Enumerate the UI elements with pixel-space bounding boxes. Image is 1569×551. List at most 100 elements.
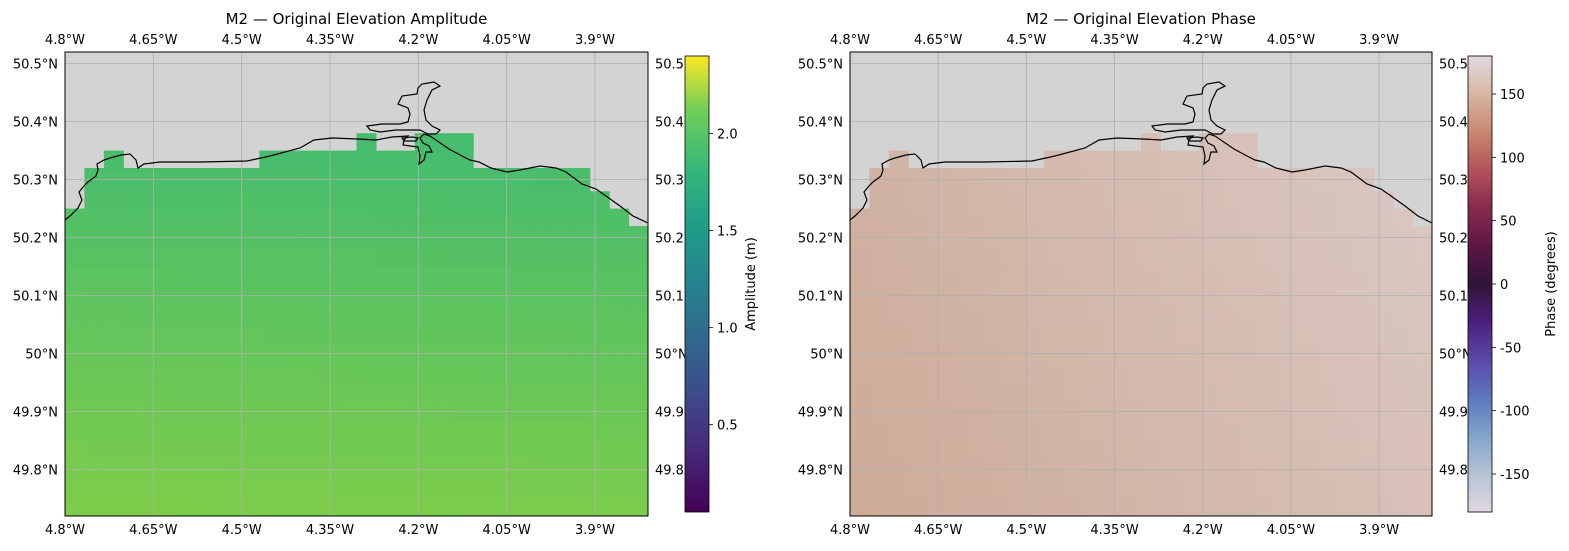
amplitude-cell	[414, 477, 435, 498]
amplitude-y-tick-right: 50.3	[655, 174, 684, 189]
phase-cell	[947, 228, 967, 249]
phase-cell	[1412, 477, 1432, 498]
amplitude-y-tick-right: 49.8	[655, 464, 684, 479]
phase-cell	[1335, 248, 1355, 268]
phase-cell	[1024, 382, 1045, 402]
amplitude-cell	[103, 286, 124, 306]
phase-cell	[1044, 477, 1064, 498]
phase-cell	[1121, 209, 1142, 230]
amplitude-colorbar-label: Amplitude (m)	[744, 237, 759, 331]
phase-cell	[1257, 362, 1278, 383]
amplitude-cell	[142, 209, 163, 230]
amplitude-cell	[298, 401, 319, 421]
phase-cell	[1393, 362, 1414, 383]
amplitude-cell	[395, 496, 416, 516]
amplitude-cell	[453, 496, 474, 516]
amplitude-cell	[123, 168, 144, 173]
amplitude-cell	[201, 209, 221, 230]
amplitude-cell	[589, 228, 610, 249]
amplitude-cell	[550, 248, 571, 268]
phase-cell	[1335, 228, 1355, 249]
amplitude-cell	[356, 305, 377, 326]
phase-cell	[927, 439, 948, 460]
phase-x-tick-bottom: 4.65°W	[914, 523, 962, 538]
phase-cell	[1412, 267, 1432, 287]
phase-cell	[1276, 286, 1297, 306]
phase-cell	[1276, 168, 1297, 173]
amplitude-cell	[492, 439, 513, 460]
phase-cell	[869, 267, 890, 287]
amplitude-cell	[356, 496, 377, 516]
amplitude-cell	[589, 439, 610, 460]
amplitude-cell	[278, 324, 299, 345]
phase-cell	[1257, 286, 1278, 306]
amplitude-cell	[201, 458, 221, 479]
amplitude-cell	[473, 420, 494, 440]
amplitude-cell	[181, 209, 202, 230]
phase-cell	[1412, 362, 1432, 383]
amplitude-cell	[414, 305, 435, 326]
amplitude-cell	[259, 458, 280, 479]
amplitude-cell	[531, 401, 552, 421]
phase-cell	[1412, 324, 1432, 345]
amplitude-cell	[259, 401, 280, 421]
phase-cell	[1335, 286, 1355, 306]
phase-cell	[1238, 152, 1258, 172]
amplitude-cell	[434, 439, 455, 460]
phase-x-tick-bottom: 4.05°W	[1267, 523, 1315, 538]
phase-cell	[1238, 439, 1258, 460]
amplitude-cell	[239, 228, 260, 249]
amplitude-cell	[201, 248, 221, 268]
amplitude-cell	[531, 362, 552, 383]
amplitude-cell	[298, 439, 319, 460]
amplitude-cell	[123, 171, 144, 192]
phase-cell	[927, 171, 948, 192]
amplitude-cell	[512, 228, 532, 249]
phase-cell	[1141, 324, 1161, 345]
amplitude-cell	[570, 382, 591, 402]
amplitude-cell	[298, 305, 319, 326]
amplitude-cell	[123, 477, 144, 498]
phase-cell	[888, 401, 909, 421]
phase-cell	[1141, 228, 1161, 249]
amplitude-cell	[103, 324, 124, 345]
amplitude-cell	[453, 209, 474, 230]
amplitude-cell	[84, 496, 105, 516]
amplitude-cell	[453, 133, 474, 153]
amplitude-x-tick-top: 4.35°W	[306, 33, 354, 48]
amplitude-cell	[628, 324, 648, 345]
phase-cell	[1121, 401, 1142, 421]
phase-cell	[1257, 209, 1278, 230]
amplitude-cell	[473, 228, 494, 249]
amplitude-cell	[609, 458, 630, 479]
phase-cell	[1315, 171, 1336, 192]
phase-cell	[888, 362, 909, 383]
amplitude-cell	[317, 324, 338, 345]
amplitude-cell	[337, 382, 358, 402]
phase-cell	[947, 477, 967, 498]
amplitude-cell	[512, 382, 532, 402]
amplitude-cell	[356, 190, 377, 211]
phase-cell	[1218, 477, 1239, 498]
amplitude-cell	[298, 458, 319, 479]
amplitude-cell	[589, 305, 610, 326]
amplitude-cell	[356, 401, 377, 421]
amplitude-cell	[531, 382, 552, 402]
amplitude-cell	[201, 362, 221, 383]
phase-cell	[1276, 439, 1297, 460]
amplitude-x-tick-bottom: 4.5°W	[222, 523, 262, 538]
phase-cell	[869, 496, 890, 516]
amplitude-cell	[453, 401, 474, 421]
phase-cell	[1005, 458, 1026, 479]
phase-cell	[947, 382, 967, 402]
amplitude-cell	[201, 324, 221, 345]
phase-cell	[1218, 305, 1239, 326]
amplitude-cell	[492, 171, 513, 192]
amplitude-cell	[181, 458, 202, 479]
phase-cell	[985, 401, 1006, 421]
phase-cell	[1335, 305, 1355, 326]
amplitude-cell	[220, 286, 241, 306]
phase-cell	[888, 305, 909, 326]
amplitude-cell	[239, 477, 260, 498]
phase-cell	[966, 382, 987, 402]
